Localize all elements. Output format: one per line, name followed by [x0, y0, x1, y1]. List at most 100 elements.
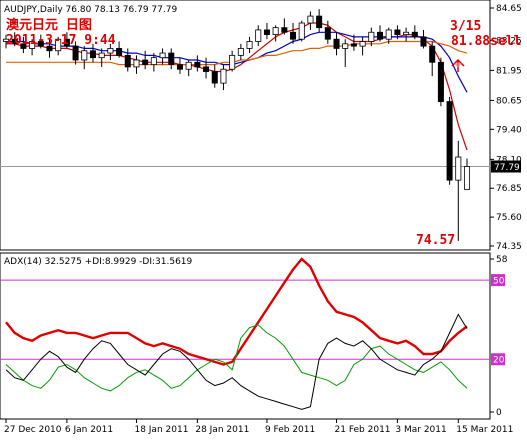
candle-body — [237, 48, 244, 56]
candle — [446, 96, 453, 185]
price-tick-label: 75.60 — [496, 213, 522, 223]
candle-body — [116, 48, 123, 56]
candle-body — [263, 29, 270, 35]
candle — [98, 48, 105, 67]
candle — [342, 39, 349, 67]
candle — [11, 32, 18, 47]
x-tick-label: 9 Feb 2011 — [265, 425, 315, 435]
candle — [281, 18, 288, 35]
adx-layer — [0, 257, 490, 410]
sell-label-annotation: 81.88sell — [451, 34, 521, 49]
candle — [359, 36, 366, 56]
candle — [194, 55, 201, 72]
candle-body — [211, 71, 218, 84]
candle-body — [63, 38, 70, 47]
candle — [107, 43, 114, 60]
candle-body — [81, 50, 88, 61]
x-tick-label: 21 Feb 2011 — [335, 425, 391, 435]
adx-axis: 50 20 58 0 — [490, 255, 508, 418]
candle — [263, 23, 270, 40]
x-axis: 27 Dec 2010 6 Jan 2011 18 Jan 2011 28 Jan 2… — [4, 419, 513, 435]
candle-body — [124, 54, 131, 68]
candle — [168, 48, 175, 70]
candle-body — [429, 45, 436, 63]
candle-body — [220, 68, 227, 84]
price-tick-label: 80.65 — [496, 96, 522, 106]
x-tick-label: 6 Jan 2011 — [65, 425, 113, 435]
candle — [89, 43, 96, 63]
candle — [324, 20, 331, 44]
svg-text:77.79: 77.79 — [494, 163, 520, 173]
price-tick-label: 83.25 — [496, 36, 522, 46]
price-tick-label: 81.95 — [496, 66, 522, 76]
candle — [211, 64, 218, 88]
candle-body — [324, 27, 331, 40]
candle — [46, 39, 53, 58]
candle — [298, 20, 305, 42]
candle — [237, 43, 244, 60]
adx-tick-label: 58 — [496, 255, 508, 265]
candle — [429, 41, 436, 77]
x-tick-label: 27 Dec 2010 — [4, 425, 62, 435]
candle — [246, 36, 253, 54]
candle-body — [46, 45, 53, 52]
candle — [150, 53, 157, 72]
candle-body — [281, 27, 288, 33]
candle-body — [463, 166, 471, 190]
x-tick-label: 18 Jan 2011 — [134, 425, 188, 435]
candle-body — [272, 27, 279, 35]
candle — [37, 34, 44, 49]
candle — [385, 27, 392, 44]
candle — [455, 140, 462, 241]
adx-series-1 — [5, 324, 468, 392]
candle — [29, 39, 36, 56]
candle — [124, 48, 131, 72]
candle — [185, 59, 192, 77]
candle-body — [446, 101, 453, 181]
candle-body — [168, 52, 175, 66]
price-axis: 84.65 83.25 81.95 80.65 79.40 78.10 76.85 75.60… — [490, 4, 522, 252]
candle — [133, 55, 140, 74]
candle-body — [55, 38, 62, 52]
candle-body — [11, 38, 18, 45]
candle-body — [194, 61, 201, 68]
adx-level-tag-label: 50 — [493, 277, 505, 287]
candle-body — [246, 41, 253, 49]
candle — [72, 41, 79, 65]
candle-body — [385, 29, 392, 40]
candle-body — [229, 54, 236, 70]
sell-date-annotation: 3/15 — [450, 19, 481, 34]
candle — [307, 11, 314, 30]
candle — [20, 36, 27, 54]
title-annotation: 澳元日元 日图 — [6, 17, 92, 33]
adx-series-2 — [5, 313, 468, 410]
candle-body — [420, 36, 427, 47]
price-tick-label: 74.35 — [496, 242, 522, 252]
candle-body — [455, 156, 462, 181]
price-tick-label: 78.10 — [496, 155, 522, 165]
candle — [368, 27, 375, 47]
adx-level-tag — [491, 353, 505, 366]
candle — [420, 29, 427, 49]
candle-body — [72, 45, 79, 61]
price-tick-label: 84.65 — [496, 4, 522, 14]
adx-tick-label: 0 — [496, 408, 502, 418]
candle-body — [394, 29, 401, 35]
candle-body — [255, 29, 262, 42]
candle — [229, 50, 236, 72]
candle-body — [29, 41, 36, 49]
low-label-annotation: 74.57 — [416, 233, 455, 248]
candle-body — [298, 22, 305, 40]
candle — [394, 25, 401, 40]
candle — [377, 25, 384, 42]
candle — [437, 57, 444, 107]
candle-body — [290, 31, 297, 40]
candle-body — [359, 41, 366, 47]
candle-body — [437, 61, 444, 102]
candle-body — [150, 57, 157, 66]
price-tick-label: 79.40 — [496, 125, 522, 135]
candle-body — [159, 52, 166, 59]
candle-body — [185, 61, 192, 70]
candle-body — [20, 43, 27, 49]
candle — [463, 158, 471, 190]
